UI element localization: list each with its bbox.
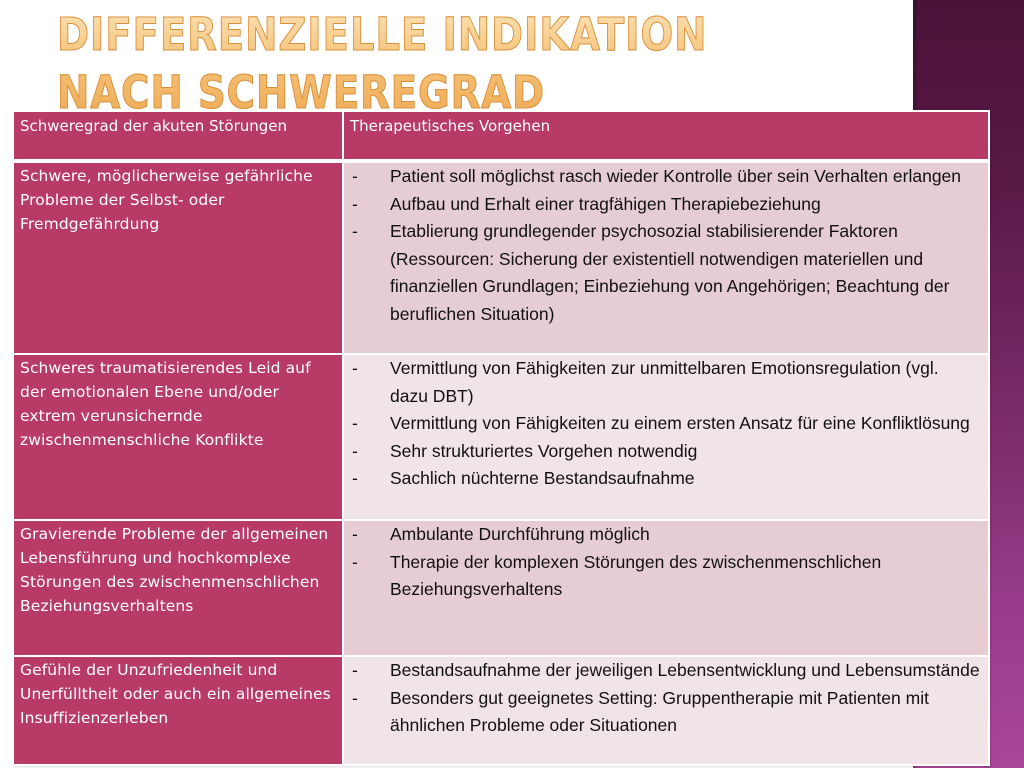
measure-text: Ambulante Durchführung möglich <box>390 524 650 544</box>
measures-list: - Vermittlung von Fähigkeiten zur unmitte… <box>352 355 980 493</box>
measure-text: Besonders gut geeignetes Setting: Gruppe… <box>390 687 929 736</box>
measure-text: Patient soll möglichst rasch wieder Kont… <box>390 166 962 186</box>
severity-cell: Gefühle der Unzufriedenheit und Unerfüll… <box>12 655 344 766</box>
measure-text: Aufbau und Erhalt einer tragfähigen Ther… <box>390 193 821 214</box>
severity-cell: Schwere, möglicherweise gefährliche Prob… <box>12 160 344 355</box>
measure-text: Etablierung grundlegender psychosozial s… <box>390 221 950 324</box>
table-row: Gefühle der Unzufriedenheit und Unerfüll… <box>12 655 990 766</box>
measure-text: Sachlich nüchterne Bestandsaufnahme <box>390 468 695 488</box>
list-item: - Etablierung grundlegender psychosozial … <box>352 218 980 328</box>
severity-cell: Schweres traumatisierendes Leid auf der … <box>12 353 344 521</box>
header-severity: Schweregrad der akuten Störungen <box>12 110 344 163</box>
table-row: Schweres traumatisierendes Leid auf der … <box>12 353 990 521</box>
measures-cell: - Patient soll möglichst rasch wieder Kon… <box>342 160 990 355</box>
table-row: Schwere, möglicherweise gefährliche Prob… <box>12 160 990 355</box>
measures-list: - Bestandsaufnahme der jeweiligen Lebense… <box>352 657 980 740</box>
measure-text: Therapie der komplexen Störungen des zwi… <box>390 551 882 600</box>
list-item: - Bestandsaufnahme der jeweiligen Lebense… <box>352 657 980 685</box>
measures-cell: - Vermittlung von Fähigkeiten zur unmitte… <box>342 353 990 521</box>
dash-bullet-icon: - <box>352 687 358 708</box>
dash-bullet-icon: - <box>352 221 358 241</box>
measure-text: Sehr strukturiertes Vorgehen notwendig <box>390 440 698 461</box>
measures-cell: - Bestandsaufnahme der jeweiligen Lebense… <box>342 655 990 766</box>
measures-list: - Ambulante Durchführung möglich - Therapi… <box>352 521 980 604</box>
measure-text: Vermittlung von Fähigkeiten zu einem ers… <box>390 413 970 433</box>
slide-title: Differenzielle Indikation nach Schweregr… <box>57 6 788 122</box>
dash-bullet-icon: - <box>352 166 358 186</box>
indication-table: Schweregrad der akuten Störungen Therape… <box>12 110 990 766</box>
list-item: - Aufbau und Erhalt einer tragfähigen The… <box>352 191 980 219</box>
dash-bullet-icon: - <box>352 660 358 680</box>
list-item: - Besonders gut geeignetes Setting: Grupp… <box>352 685 980 740</box>
list-item: - Therapie der komplexen Störungen des zw… <box>352 549 980 604</box>
measures-cell: - Ambulante Durchführung möglich - Therapi… <box>342 519 990 657</box>
table-header-row: Schweregrad der akuten Störungen Therape… <box>12 110 990 163</box>
dash-bullet-icon: - <box>352 468 358 488</box>
header-therapy: Therapeutisches Vorgehen <box>342 110 990 163</box>
list-item: - Ambulante Durchführung möglich <box>352 521 980 549</box>
measures-list: - Patient soll möglichst rasch wieder Kon… <box>352 163 980 328</box>
list-item: - Vermittlung von Fähigkeiten zur unmitte… <box>352 355 980 410</box>
list-item: - Sehr strukturiertes Vorgehen notwendig <box>352 438 980 466</box>
measure-text: Bestandsaufnahme der jeweiligen Lebensen… <box>390 660 980 680</box>
table-row: Gravierende Probleme der allgemeinen Leb… <box>12 519 990 657</box>
dash-bullet-icon: - <box>352 524 358 544</box>
severity-cell: Gravierende Probleme der allgemeinen Leb… <box>12 519 344 657</box>
list-item: - Patient soll möglichst rasch wieder Kon… <box>352 163 980 191</box>
dash-bullet-icon: - <box>352 551 358 572</box>
list-item: - Sachlich nüchterne Bestandsaufnahme <box>352 465 980 493</box>
dash-bullet-icon: - <box>352 440 358 461</box>
list-item: - Vermittlung von Fähigkeiten zu einem er… <box>352 410 980 438</box>
measure-text: Vermittlung von Fähigkeiten zur unmittel… <box>390 358 939 406</box>
dash-bullet-icon: - <box>352 413 358 433</box>
dash-bullet-icon: - <box>352 193 358 214</box>
dash-bullet-icon: - <box>352 358 358 378</box>
